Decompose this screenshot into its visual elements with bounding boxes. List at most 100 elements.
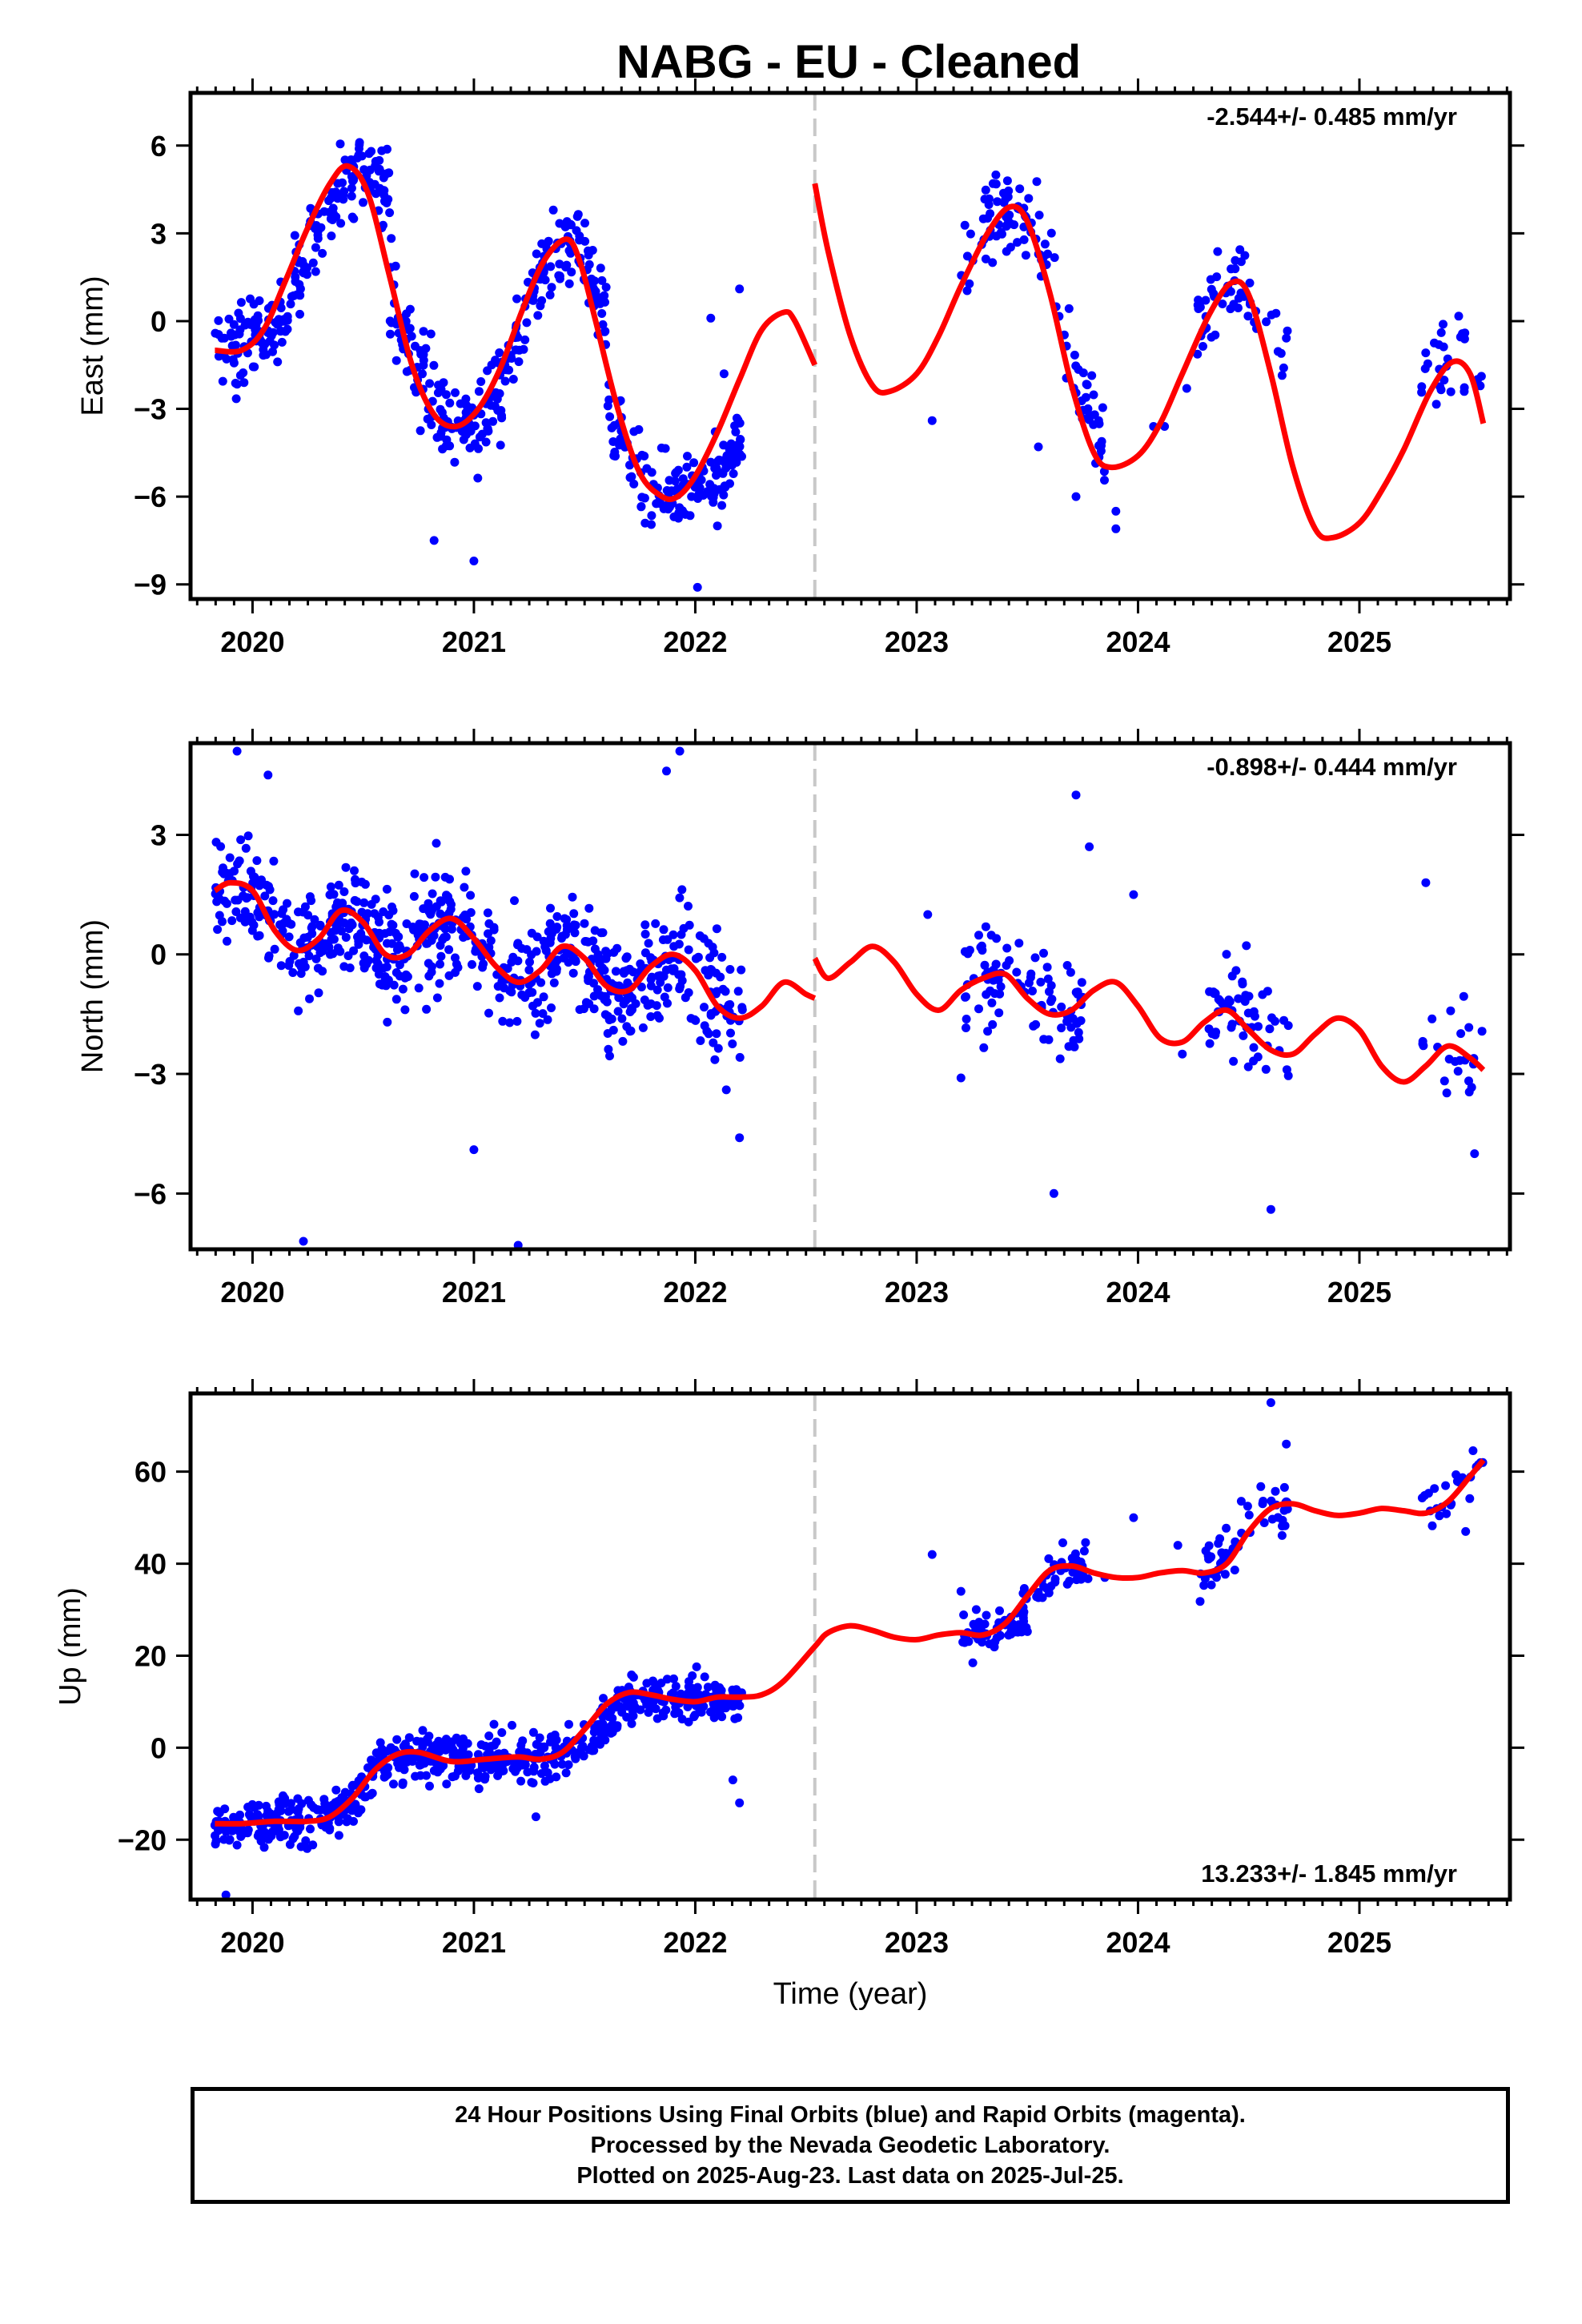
data-point — [336, 219, 346, 228]
data-point — [371, 895, 380, 904]
data-point — [992, 934, 1002, 943]
data-point — [1439, 376, 1449, 385]
data-point — [277, 1799, 287, 1808]
data-point — [1030, 953, 1040, 963]
data-point — [215, 894, 224, 903]
data-point — [391, 356, 401, 365]
data-point — [1249, 1007, 1259, 1016]
data-point — [1199, 342, 1207, 351]
data-point — [923, 910, 933, 919]
data-point — [1032, 1592, 1042, 1602]
data-point — [991, 179, 1001, 189]
data-point — [514, 357, 524, 367]
data-point — [622, 966, 632, 975]
data-point — [353, 932, 362, 942]
x-tick-label: 2022 — [663, 1926, 727, 1959]
data-point — [1277, 1530, 1287, 1540]
data-point — [1002, 176, 1012, 186]
data-point — [665, 476, 674, 485]
data-point — [962, 1023, 970, 1032]
data-point — [497, 413, 507, 423]
data-point — [1200, 1574, 1210, 1583]
data-point — [709, 1038, 718, 1047]
data-point — [730, 1714, 740, 1723]
data-point — [1430, 1484, 1439, 1494]
data-point — [267, 1827, 277, 1836]
data-point — [593, 1720, 602, 1729]
data-point — [663, 983, 673, 992]
data-point — [1271, 1486, 1280, 1496]
data-point — [420, 873, 429, 883]
east-panel: 2020 2021 2022 2023 2024 2025 6 3 0 −3 −6 −9 East (m… — [76, 78, 1524, 658]
data-point — [295, 309, 304, 319]
data-point — [307, 922, 317, 931]
data-point — [1283, 1021, 1293, 1031]
data-point — [1028, 987, 1037, 995]
data-point — [544, 236, 553, 246]
data-point — [1201, 296, 1211, 305]
data-point — [1071, 492, 1081, 501]
data-point — [547, 283, 556, 292]
data-point — [432, 838, 441, 848]
data-point — [696, 1036, 705, 1045]
data-point — [350, 895, 359, 905]
data-point — [528, 1727, 538, 1737]
data-point — [1057, 1002, 1066, 1011]
data-point — [445, 398, 455, 408]
data-point — [1034, 211, 1044, 220]
model-curve — [215, 1458, 1486, 1827]
data-point — [601, 947, 611, 956]
data-point — [446, 904, 456, 914]
data-point — [231, 907, 241, 916]
rate-label: -2.544+/- 0.485 mm/yr — [1207, 103, 1457, 131]
data-point — [569, 920, 579, 930]
data-point — [1071, 790, 1081, 800]
data-point — [503, 963, 512, 973]
data-point — [570, 1752, 580, 1761]
data-point — [241, 843, 251, 853]
data-point — [675, 503, 685, 513]
data-point — [700, 1003, 709, 1012]
data-point — [1195, 1597, 1205, 1606]
data-point — [225, 1835, 234, 1845]
data-point — [560, 914, 569, 923]
data-point — [719, 490, 729, 500]
data-point — [216, 842, 226, 851]
data-point — [629, 479, 639, 489]
data-point — [1243, 1502, 1252, 1511]
data-point — [513, 956, 523, 966]
data-point — [545, 290, 555, 300]
data-point — [713, 1043, 723, 1053]
data-point — [379, 1772, 389, 1782]
data-point — [341, 862, 351, 872]
data-point — [647, 511, 656, 521]
data-point — [1442, 1088, 1452, 1098]
data-point — [284, 961, 294, 971]
y-tick-label: 3 — [151, 217, 167, 250]
data-point — [1476, 381, 1485, 391]
data-point — [387, 318, 396, 328]
data-point — [1083, 1574, 1093, 1583]
data-point — [717, 1712, 727, 1722]
data-point — [1454, 312, 1464, 321]
data-point — [1243, 312, 1253, 321]
data-point — [387, 234, 396, 243]
data-point — [269, 856, 279, 866]
data-point — [538, 1009, 548, 1019]
data-point — [235, 329, 244, 339]
model-curve — [812, 183, 1487, 541]
data-point — [706, 1707, 715, 1717]
data-point — [305, 994, 314, 1003]
data-point — [375, 928, 384, 938]
data-point — [286, 300, 295, 309]
data-point — [708, 943, 717, 952]
data-point — [484, 943, 494, 952]
data-point — [436, 951, 446, 961]
data-point — [580, 236, 590, 246]
data-point — [1002, 943, 1012, 953]
data-point — [295, 279, 304, 289]
data-point — [590, 926, 600, 935]
data-point — [484, 426, 493, 436]
data-point — [1173, 1541, 1182, 1550]
data-point — [617, 1014, 627, 1023]
